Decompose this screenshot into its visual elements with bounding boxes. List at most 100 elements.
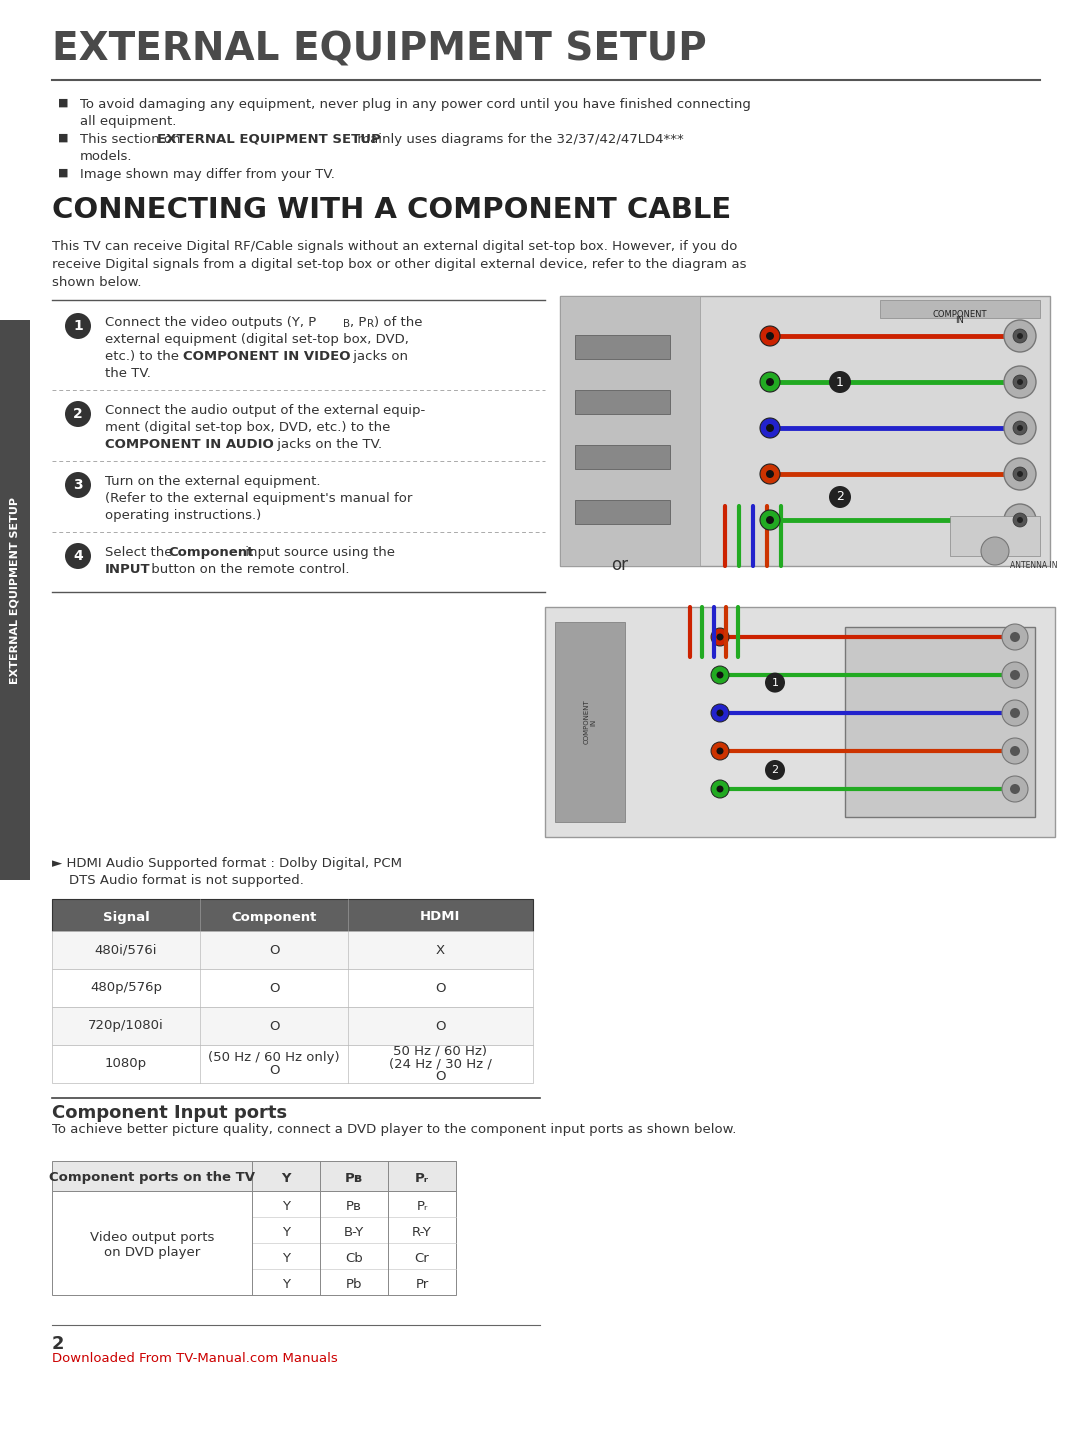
Text: Pᵣ: Pᵣ [415, 1172, 429, 1185]
Text: ment (digital set-top box, DVD, etc.) to the: ment (digital set-top box, DVD, etc.) to… [105, 420, 390, 433]
Circle shape [1002, 662, 1028, 688]
Text: To avoid damaging any equipment, never plug in any power cord until you have fin: To avoid damaging any equipment, never p… [80, 98, 751, 111]
FancyBboxPatch shape [880, 300, 1040, 318]
Text: EXTERNAL EQUIPMENT SETUP: EXTERNAL EQUIPMENT SETUP [157, 132, 381, 145]
Circle shape [1013, 513, 1027, 527]
Text: R: R [367, 320, 374, 328]
Text: 1080p: 1080p [105, 1057, 147, 1070]
Text: 480i/576i: 480i/576i [95, 943, 158, 956]
Text: Cb: Cb [346, 1251, 363, 1264]
Circle shape [1010, 746, 1020, 756]
Text: DTS Audio format is not supported.: DTS Audio format is not supported. [52, 874, 303, 887]
Circle shape [766, 516, 774, 524]
Text: input source using the: input source using the [241, 546, 395, 559]
Circle shape [1017, 333, 1023, 338]
Circle shape [1002, 776, 1028, 802]
Text: Signal: Signal [103, 910, 149, 923]
Text: ► HDMI Audio Supported format : Dolby Digital, PCM: ► HDMI Audio Supported format : Dolby Di… [52, 857, 402, 870]
FancyBboxPatch shape [555, 622, 625, 822]
Circle shape [1004, 504, 1036, 536]
Text: CONNECTING WITH A COMPONENT CABLE: CONNECTING WITH A COMPONENT CABLE [52, 196, 731, 225]
Circle shape [1013, 328, 1027, 343]
Text: Pb: Pb [346, 1277, 362, 1290]
Text: Component ports on the TV: Component ports on the TV [49, 1172, 255, 1185]
Text: Turn on the external equipment.: Turn on the external equipment. [105, 475, 321, 488]
Circle shape [716, 785, 724, 792]
Text: R-Y: R-Y [413, 1225, 432, 1238]
Text: O: O [435, 1020, 445, 1032]
Circle shape [711, 704, 729, 721]
Text: external equipment (digital set-top box, DVD,: external equipment (digital set-top box,… [105, 333, 409, 346]
Text: or: or [611, 556, 629, 575]
Text: INPUT: INPUT [105, 563, 150, 576]
Circle shape [766, 377, 774, 386]
Text: (50 Hz / 60 Hz only): (50 Hz / 60 Hz only) [208, 1051, 340, 1064]
Text: the TV.: the TV. [105, 367, 151, 380]
Circle shape [65, 472, 91, 498]
Text: O: O [435, 982, 445, 995]
Text: 2: 2 [73, 408, 83, 420]
Text: COMPONENT: COMPONENT [933, 310, 987, 320]
Text: COMPONENT IN AUDIO: COMPONENT IN AUDIO [105, 438, 273, 451]
Text: COMPONENT
IN: COMPONENT IN [583, 700, 596, 744]
Circle shape [1002, 737, 1028, 765]
Text: 4: 4 [73, 549, 83, 563]
Text: Cr: Cr [415, 1251, 430, 1264]
Text: jacks on: jacks on [349, 350, 408, 363]
FancyBboxPatch shape [575, 500, 670, 524]
Text: Select the: Select the [105, 546, 177, 559]
Text: all equipment.: all equipment. [80, 115, 176, 128]
Text: O: O [435, 1070, 445, 1083]
Text: EXTERNAL EQUIPMENT SETUP: EXTERNAL EQUIPMENT SETUP [52, 30, 706, 68]
Circle shape [1004, 320, 1036, 351]
Text: B-Y: B-Y [343, 1225, 364, 1238]
FancyBboxPatch shape [575, 445, 670, 469]
Circle shape [1013, 374, 1027, 389]
Circle shape [760, 372, 780, 392]
Text: ■: ■ [58, 168, 68, 179]
Circle shape [981, 537, 1009, 564]
Text: Component: Component [168, 546, 254, 559]
Circle shape [766, 469, 774, 478]
Circle shape [716, 747, 724, 755]
Circle shape [1017, 471, 1023, 477]
Text: button on the remote control.: button on the remote control. [147, 563, 350, 576]
Text: (24 Hz / 30 Hz /: (24 Hz / 30 Hz / [389, 1057, 491, 1070]
Text: ■: ■ [58, 98, 68, 108]
Text: 2: 2 [771, 765, 779, 775]
Text: Downloaded From TV-Manual.com Manuals: Downloaded From TV-Manual.com Manuals [52, 1352, 338, 1365]
Text: 2: 2 [836, 491, 843, 504]
Circle shape [760, 510, 780, 530]
Circle shape [766, 333, 774, 340]
Circle shape [829, 487, 851, 508]
Text: ANTENNA IN: ANTENNA IN [1010, 562, 1057, 570]
Text: B: B [343, 320, 350, 328]
Text: O: O [269, 1064, 280, 1077]
Text: 3: 3 [73, 478, 83, 492]
Text: mainly uses diagrams for the 32/37/42/47LD4***: mainly uses diagrams for the 32/37/42/47… [353, 132, 684, 145]
Text: Component Input ports: Component Input ports [52, 1104, 287, 1122]
Text: 1: 1 [771, 678, 779, 688]
Text: Y: Y [282, 1200, 291, 1212]
Text: Video output ports
on DVD player: Video output ports on DVD player [90, 1231, 214, 1259]
FancyBboxPatch shape [52, 1191, 456, 1295]
Text: Pʙ: Pʙ [345, 1172, 363, 1185]
Text: Y: Y [282, 1277, 291, 1290]
FancyBboxPatch shape [545, 608, 1055, 837]
Text: 1: 1 [836, 376, 843, 389]
Circle shape [1013, 467, 1027, 481]
FancyBboxPatch shape [52, 1045, 534, 1083]
Circle shape [1010, 632, 1020, 642]
Text: 50 Hz / 60 Hz): 50 Hz / 60 Hz) [393, 1044, 487, 1057]
Text: O: O [269, 1020, 280, 1032]
Circle shape [1017, 425, 1023, 431]
Text: 1: 1 [73, 320, 83, 333]
Text: receive Digital signals from a digital set-top box or other digital external dev: receive Digital signals from a digital s… [52, 258, 746, 271]
Text: 2: 2 [52, 1335, 65, 1354]
Circle shape [1013, 420, 1027, 435]
Circle shape [1004, 366, 1036, 397]
Text: O: O [269, 943, 280, 956]
FancyBboxPatch shape [52, 969, 534, 1007]
Circle shape [1010, 670, 1020, 680]
Circle shape [1004, 458, 1036, 490]
